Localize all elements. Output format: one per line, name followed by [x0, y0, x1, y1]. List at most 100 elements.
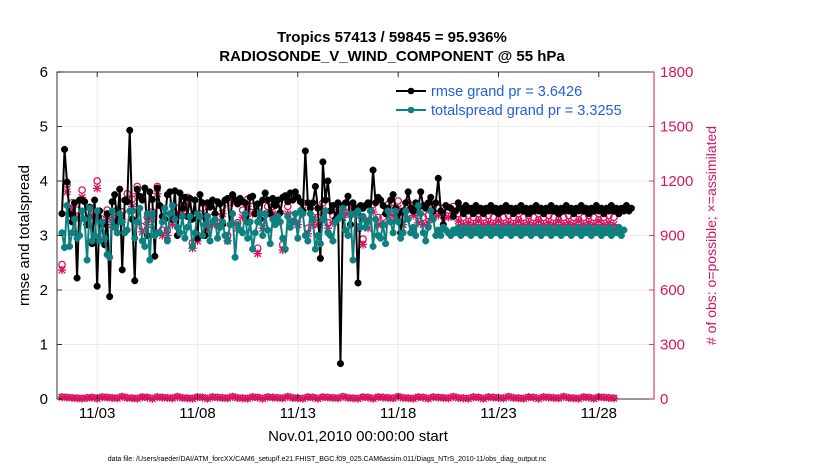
totalspread-point [364, 218, 372, 226]
rmse-point [344, 192, 352, 200]
totalspread-point [379, 221, 387, 229]
rmse-point [316, 254, 324, 262]
rmse-point [178, 204, 186, 212]
y-tick-label: 3 [40, 228, 48, 245]
rmse-point [116, 185, 124, 193]
totalspread-point [231, 253, 239, 261]
rmse-point [224, 194, 232, 202]
totalspread-point [91, 231, 99, 240]
y2-axis-label: # of obs: o=possible; ×=assimilated [703, 126, 719, 345]
rmse-point [311, 182, 319, 190]
rmse-point [434, 174, 442, 182]
totalspread-point [417, 210, 425, 218]
y-tick-label: 0 [40, 391, 48, 408]
totalspread-point [188, 242, 197, 250]
totalspread-point [402, 207, 410, 215]
totalspread-point [206, 237, 214, 245]
x-tick-label: 11/18 [380, 405, 416, 422]
totalspread-point [399, 229, 407, 237]
totalspread-point [299, 210, 307, 218]
totalspread-point [203, 212, 212, 220]
y-tick-label: 2 [40, 282, 48, 299]
y2-tick-label: 600 [660, 282, 685, 299]
totalspread-point [128, 207, 136, 215]
totalspread-point [229, 210, 237, 218]
totalspread-point [101, 234, 109, 242]
rmse-point [627, 204, 635, 212]
rmse-point [146, 188, 154, 196]
totalspread-point [367, 207, 375, 215]
rmse-point [58, 210, 66, 218]
totalspread-point [244, 234, 252, 242]
totalspread-point [131, 234, 139, 242]
rmse-point [354, 279, 362, 287]
totalspread-point [304, 237, 312, 245]
rmse-point [141, 184, 149, 192]
legend-label: rmse grand pr = 3.6426 [431, 84, 582, 100]
totalspread-point [254, 218, 262, 226]
legend-box [392, 80, 650, 121]
x-tick-label: 11/28 [581, 405, 617, 422]
totalspread-point [213, 234, 222, 242]
totalspread-point [369, 242, 377, 250]
y2-tick-label: 300 [660, 337, 685, 354]
totalspread-point [316, 240, 324, 248]
totalspread-point [158, 218, 166, 226]
rmse-point [123, 198, 131, 206]
rmse-point [73, 274, 81, 282]
totalspread-point [246, 218, 254, 226]
rmse-point [321, 196, 329, 204]
totalspread-point [191, 229, 199, 237]
obs-assimilated-bottom-point [609, 394, 618, 403]
totalspread-point [168, 201, 176, 210]
totalspread-point [419, 229, 427, 237]
legend-swatch-marker [407, 106, 415, 114]
obs-assimilated-point [594, 216, 603, 226]
totalspread-point [224, 237, 232, 245]
totalspread-point [219, 218, 227, 226]
rmse-point [153, 184, 161, 192]
x-tick-label: 11/03 [79, 405, 115, 422]
totalspread-point [113, 229, 121, 237]
totalspread-point [276, 218, 284, 226]
rmse-point [309, 199, 317, 207]
rmse-point [118, 266, 126, 274]
totalspread-point [249, 245, 257, 253]
rmse-point [191, 196, 199, 204]
y2-tick-label: 900 [660, 228, 685, 245]
totalspread-point [382, 240, 390, 248]
obs-possible-point [78, 186, 86, 194]
obs-assimilated-bottom-point [103, 393, 112, 402]
grid [57, 72, 654, 399]
axes: 0 1 2 3 4 5 6 0 300 600 900 1200 1500 1800 11/03 11/08 1… [40, 64, 694, 422]
x-tick-label: 11/23 [480, 405, 516, 422]
rmse-point [93, 282, 101, 290]
totalspread-point [106, 253, 114, 261]
rmse-point [111, 191, 119, 199]
x-axis-label: Nov.01,2010 00:00:00 start [268, 428, 449, 445]
obs-assimilated-point [534, 216, 543, 226]
totalspread-point [377, 234, 385, 242]
obs-assimilated-bottom-point [108, 393, 117, 403]
totalspread-point [123, 226, 131, 234]
rmse-point [417, 188, 425, 196]
y2-tick-label: 1200 [660, 173, 693, 190]
totalspread-point [171, 215, 179, 223]
obs-assimilated-point [574, 216, 583, 226]
totalspread-point [261, 210, 269, 218]
rmse-point [216, 200, 224, 208]
rmse-point [241, 199, 249, 207]
totalspread-point [281, 245, 289, 253]
rmse-point [60, 145, 69, 153]
totalspread-point [349, 256, 357, 264]
rmse-point [126, 126, 134, 134]
totalspread-point [424, 223, 432, 231]
totalspread-point [78, 207, 86, 215]
rmse-point [389, 191, 397, 199]
totalspread-point [166, 210, 174, 218]
y-tick-label: 6 [40, 64, 48, 81]
rmse-point [369, 166, 377, 174]
rmse-point [296, 198, 304, 206]
totalspread-point [372, 215, 380, 223]
